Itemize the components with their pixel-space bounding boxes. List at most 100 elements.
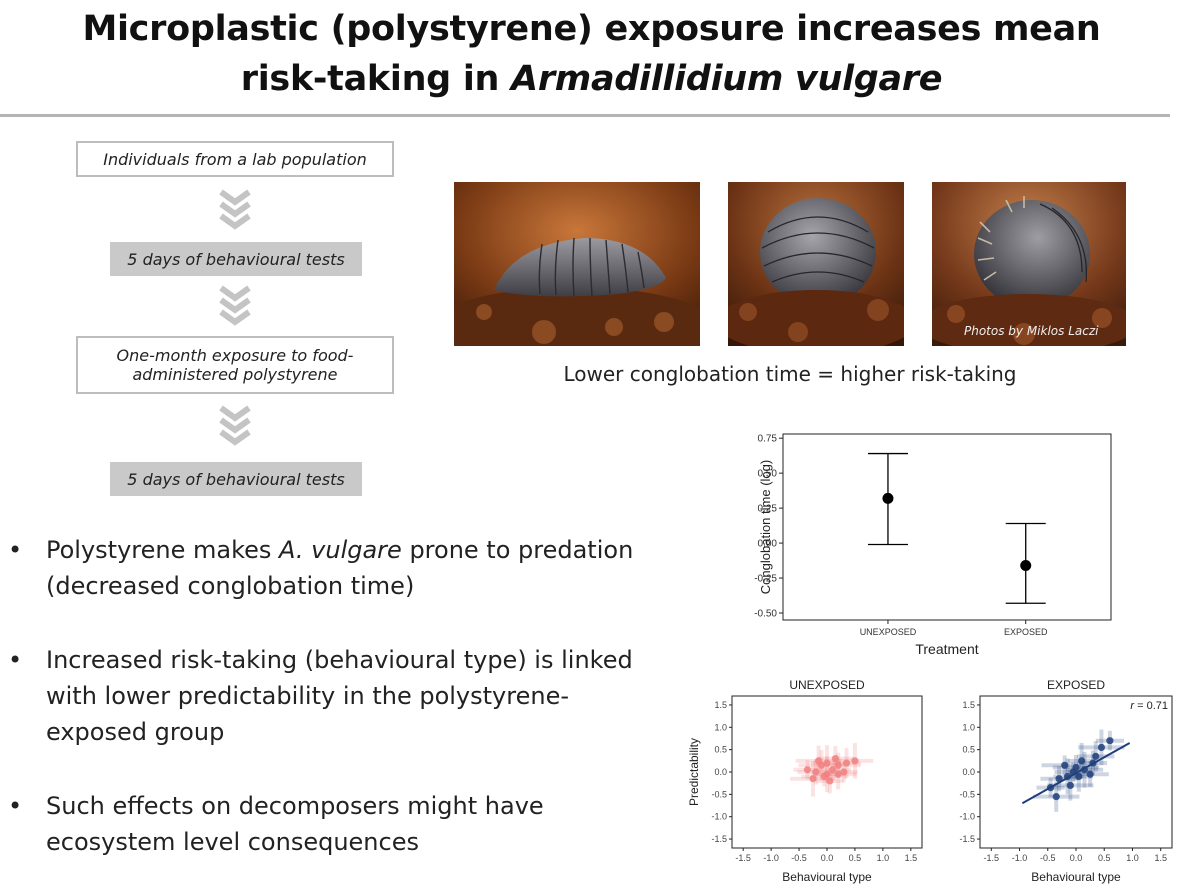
- x-axis-label: Behavioural type: [1031, 870, 1121, 884]
- y-tick-label: 1.0: [962, 722, 975, 732]
- data-point: [815, 757, 823, 765]
- title-line-1: Microplastic (polystyrene) exposure incr…: [82, 9, 1101, 49]
- x-tick-label: -1.5: [984, 853, 1000, 863]
- data-point: [823, 770, 831, 778]
- title-line-2: risk-taking in Armadillidium vulgare: [0, 54, 1183, 104]
- x-tick-label: 0.5: [1098, 853, 1111, 863]
- x-tick-label: 0.0: [1070, 853, 1083, 863]
- bullet-text: Polystyrene makes A. vulgare prone to pr…: [46, 532, 666, 604]
- data-point: [842, 759, 851, 767]
- y-tick-label: 0.0: [714, 767, 727, 777]
- photo-caption: Lower conglobation time = higher risk-ta…: [563, 362, 1017, 386]
- y-tick-label: 0.00: [758, 539, 778, 550]
- y-tick-label: 0.5: [714, 745, 727, 755]
- data-point: [1106, 737, 1114, 745]
- bullet-text-start: Polystyrene makes: [46, 536, 280, 564]
- flow-step-4-label: 5 days of behavioural tests: [127, 469, 345, 489]
- data-point: [834, 770, 842, 778]
- bullet-text-end: prone to predation (decreased conglobati…: [46, 536, 634, 600]
- x-tick-label: -1.5: [735, 853, 751, 863]
- x-tick-label: 0.0: [821, 853, 834, 863]
- data-point: [1072, 763, 1080, 772]
- x-axis-label: Behavioural type: [782, 870, 872, 884]
- bullet-dot: •: [8, 646, 23, 674]
- data-point: [834, 761, 842, 769]
- data-point: [828, 766, 837, 774]
- x-tick-label: -1.0: [763, 853, 779, 863]
- y-axis-label: Predictability: [687, 738, 701, 806]
- y-tick-label: 1.5: [962, 700, 975, 710]
- flow-step-3: One-month exposure to food-administered …: [76, 336, 394, 394]
- data-point: [1078, 757, 1086, 765]
- unexposed-scatter-chart: UNEXPOSED -1.5 -1.5 -1.0 -1.0 -0.5 -0.5 0.0 0.0 0…: [687, 678, 923, 884]
- data-point: [1097, 743, 1106, 752]
- x-tick-label: 0.5: [849, 853, 862, 863]
- data-point: [1061, 761, 1069, 769]
- x-axis-label: Treatment: [915, 641, 978, 657]
- data-point: [1075, 772, 1083, 781]
- bullet-dot: •: [8, 792, 23, 820]
- bullet-ecosystem: • Such effects on decomposers might have…: [8, 788, 668, 860]
- y-tick-label: -1.5: [711, 834, 727, 844]
- x-tick-label: 1.5: [1154, 853, 1167, 863]
- y-tick-label: -0.50: [754, 609, 777, 620]
- flow-step-2-label: 5 days of behavioural tests: [127, 249, 345, 269]
- panel-title: UNEXPOSED: [789, 678, 865, 692]
- data-point: [809, 775, 817, 783]
- y-tick-label: 1.5: [714, 700, 727, 710]
- data-point: [1086, 770, 1094, 778]
- x-tick-label: -0.5: [791, 853, 807, 863]
- data-point: [840, 768, 848, 776]
- bullet-predation: • Polystyrene makes A. vulgare prone to …: [8, 532, 668, 604]
- flow-step-1: Individuals from a lab population: [76, 141, 394, 177]
- exposed-scatter-chart: EXPOSED -1.5 -1.5 -1.0 -1.0 -0.5 -0.5 0.0 0.0 0.5…: [959, 678, 1173, 884]
- mean-point: [1020, 559, 1032, 571]
- data-point: [1052, 792, 1060, 801]
- x-tick-label: 1.0: [877, 853, 890, 863]
- y-tick-label: -1.5: [959, 834, 975, 844]
- y-tick-label: 0.5: [962, 745, 975, 755]
- y-tick-label: -0.5: [711, 789, 727, 799]
- y-tick-label: 0.75: [758, 434, 778, 445]
- photo-woodlouse-curling: [728, 182, 904, 346]
- title-line-2-prefix: risk-taking in: [240, 59, 512, 99]
- x-tick-label: 1.0: [1126, 853, 1139, 863]
- x-tick-label: EXPOSED: [1004, 627, 1048, 637]
- bullet-text: Increased risk-taking (behavioural type)…: [46, 646, 633, 746]
- y-tick-label: 0.0: [962, 767, 975, 777]
- correlation-symbol: r: [1130, 700, 1135, 712]
- y-tick-label: -1.0: [711, 812, 727, 822]
- chevron-down-icon: [219, 405, 251, 446]
- data-point: [1066, 781, 1074, 790]
- fit-line: [1021, 742, 1131, 805]
- data-point: [823, 759, 831, 767]
- photo-woodlouse-walking: [454, 182, 700, 346]
- chevron-down-icon: [219, 285, 251, 326]
- y-tick-label: -0.25: [754, 574, 777, 585]
- data-point: [851, 757, 859, 765]
- photo-woodlouse-conglobated: Photos by Miklos Laczi: [932, 182, 1126, 346]
- bullet-dot: •: [8, 536, 23, 564]
- bullet-text-species: A. vulgare: [279, 536, 402, 564]
- bullet-risk-taking: • Increased risk-taking (behavioural typ…: [8, 642, 668, 750]
- title-species: Armadillidium vulgare: [511, 59, 943, 99]
- flow-step-4: 5 days of behavioural tests: [110, 462, 362, 496]
- y-axis-label: Conglobation time (log): [758, 460, 773, 594]
- panel-title: EXPOSED: [1047, 678, 1105, 692]
- data-point: [826, 777, 834, 785]
- y-tick-label: 0.50: [758, 469, 778, 480]
- chevron-down-icon: [219, 189, 251, 230]
- bullet-text: Such effects on decomposers might have e…: [46, 792, 544, 856]
- plot-frame: [782, 433, 1112, 621]
- photo-credit: Photos by Miklos Laczi: [964, 324, 1099, 338]
- flow-step-1-label: Individuals from a lab population: [103, 149, 367, 169]
- y-tick-label: 1.0: [714, 722, 727, 732]
- correlation-label: r = 0.71: [1130, 700, 1168, 712]
- data-point: [812, 768, 820, 776]
- x-tick-label: -1.0: [1012, 853, 1028, 863]
- treatment-chart: 0.75 0.50 0.25 0.00 -0.25 -0.50 UNEXPOSED EXPOS…: [754, 433, 1112, 657]
- mean-point: [882, 492, 894, 504]
- x-tick-label: 1.5: [905, 853, 918, 863]
- correlation-value: = 0.71: [1134, 700, 1168, 712]
- title-divider: [0, 114, 1170, 117]
